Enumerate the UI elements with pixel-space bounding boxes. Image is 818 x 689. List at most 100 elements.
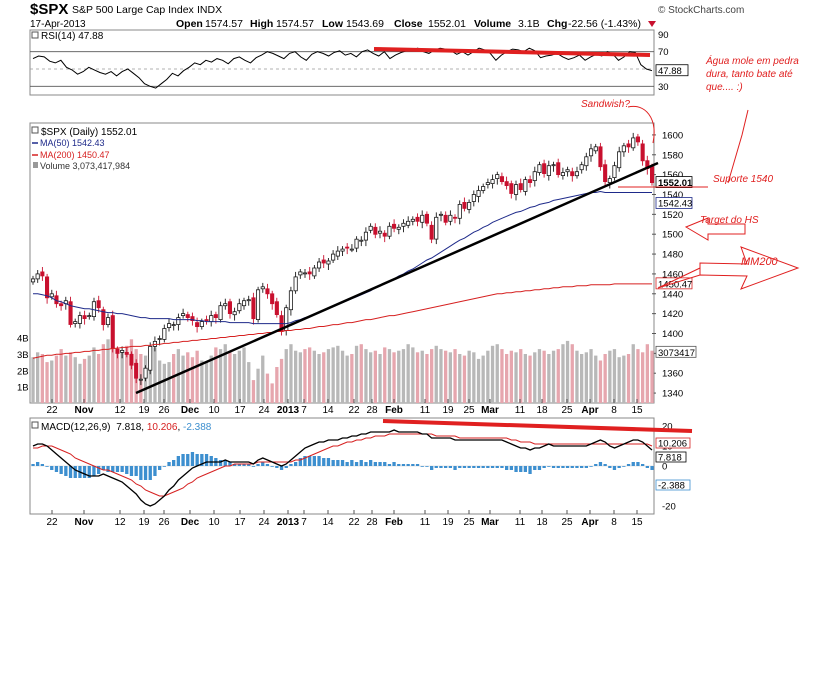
macd-hist-bar — [401, 464, 406, 466]
annotation-agua-mole: Água mole em pedra dura, tanto bate até … — [706, 56, 799, 93]
macd-hist-bar — [247, 464, 251, 466]
volume-bar — [495, 344, 499, 403]
macd-hist-bar — [626, 464, 631, 466]
price-x-tick-label: 8 — [611, 405, 617, 416]
macd-hist-bar — [326, 458, 331, 466]
volume-value-tag — [655, 345, 697, 358]
candle-body — [363, 231, 368, 241]
candle-body — [518, 183, 523, 191]
volume-bar — [612, 349, 617, 403]
candle-body — [185, 314, 190, 319]
candle-body — [302, 272, 307, 275]
chg-value: -22.56 (-1.43%) — [568, 18, 641, 30]
candle-body — [471, 194, 476, 202]
candle-body — [598, 146, 603, 168]
macd-hist-bar — [50, 466, 54, 470]
volume-bar — [406, 344, 410, 403]
price-x-tick-label: Dec — [181, 405, 200, 416]
candle-body — [532, 171, 537, 181]
macd-hist-bar — [561, 466, 565, 468]
volume-bar — [148, 350, 152, 403]
macd-hist-bar — [223, 460, 227, 466]
volume-bar — [434, 345, 438, 403]
candle-body — [415, 216, 420, 222]
macd-hist-bar — [612, 466, 617, 470]
price-x-tick-label: 17 — [234, 405, 246, 416]
macd-hist-bar — [186, 454, 190, 466]
price-tick-label: 1600 — [662, 130, 683, 141]
price-x-tick-label: 10 — [208, 405, 220, 416]
macd-hist-bar — [294, 462, 298, 466]
chg-label: Chg — [547, 18, 567, 30]
macd-hist-bar — [233, 464, 237, 466]
volume-bar — [125, 345, 129, 403]
ma200-value-label: 1450.47 — [658, 279, 692, 290]
macd-hist-bar — [336, 460, 340, 466]
volume-bar — [425, 354, 429, 403]
macd-hist-bar — [54, 466, 59, 472]
candle-body — [298, 271, 303, 276]
volume-bar — [115, 347, 120, 403]
candle-body — [467, 201, 472, 210]
candle-body — [640, 143, 645, 162]
macd-tick-label: -20 — [662, 502, 676, 513]
macd-hist-bar — [270, 466, 274, 467]
candle-body — [340, 248, 345, 252]
sandwish-arc — [627, 105, 655, 144]
candle-body — [171, 324, 176, 327]
price-panel: 1340136013801400142014401460148015001520… — [17, 130, 697, 404]
macd-hist-bar — [45, 466, 49, 467]
candle-body — [401, 222, 406, 227]
macd-hist-bar — [87, 466, 91, 478]
volume-bar — [228, 352, 232, 403]
macd-title-value: 7.818 — [116, 422, 141, 433]
macd-hist-bar — [650, 466, 654, 470]
candle-body — [106, 317, 111, 326]
macd-hist-bar — [373, 462, 377, 466]
volume-bar — [172, 354, 176, 403]
volume-bar — [354, 345, 359, 403]
candle-body — [528, 179, 533, 184]
candle-body — [138, 378, 143, 381]
volume-bar — [317, 354, 321, 403]
macd-hist-bar — [251, 466, 256, 467]
open-label: Open — [176, 18, 203, 30]
volume-bar — [533, 352, 537, 403]
macd-hist-bar — [308, 456, 312, 466]
ma50-value-label: 1542.43 — [658, 199, 692, 210]
volume-bar — [641, 352, 645, 403]
annotation-sandwish: Sandwish? — [581, 99, 630, 110]
rsi-panel-frame — [29, 29, 655, 96]
macd-x-tick-label: 12 — [114, 517, 126, 528]
volume-bar — [106, 339, 110, 404]
high-value: 1574.57 — [276, 18, 314, 30]
x-axis: 22 22 Nov Nov 12 12 19 19 26 26 Dec Dec 10 10 17 17 24 24… — [46, 399, 643, 528]
candle-body — [251, 297, 256, 320]
candle-body — [368, 225, 373, 231]
price-tick-label: 1520 — [662, 210, 683, 221]
candle-body — [59, 303, 64, 307]
candle-body — [124, 351, 129, 355]
volume-bar — [45, 362, 49, 403]
candle-body — [612, 165, 617, 178]
macd-hist-bar — [547, 466, 551, 467]
price-x-tick-label: Feb — [385, 405, 403, 416]
candle-body — [45, 276, 50, 299]
macd-x-tick-label: 25 — [463, 517, 475, 528]
annotation-mm200: MM200 — [741, 256, 778, 268]
candle-body — [82, 315, 87, 320]
volume-bar — [547, 354, 551, 403]
macd-x-tick-label: 24 — [258, 517, 270, 528]
price-x-tick-label: 25 — [463, 405, 475, 416]
macd-hist-bar — [204, 454, 209, 466]
price-x-tick-label: 2013 — [277, 405, 300, 416]
volume-bar — [458, 354, 462, 403]
rsi-title: RSI(14) 47.88 — [41, 31, 104, 42]
volume-bar — [111, 345, 115, 403]
macd-title-hist: -2.388 — [183, 422, 212, 433]
macd-hist-bar — [359, 460, 363, 466]
low-value: 1543.69 — [346, 18, 384, 30]
candle-body — [443, 214, 448, 223]
macd-hist-bar — [209, 456, 213, 466]
macd-hist-bar — [472, 466, 476, 468]
